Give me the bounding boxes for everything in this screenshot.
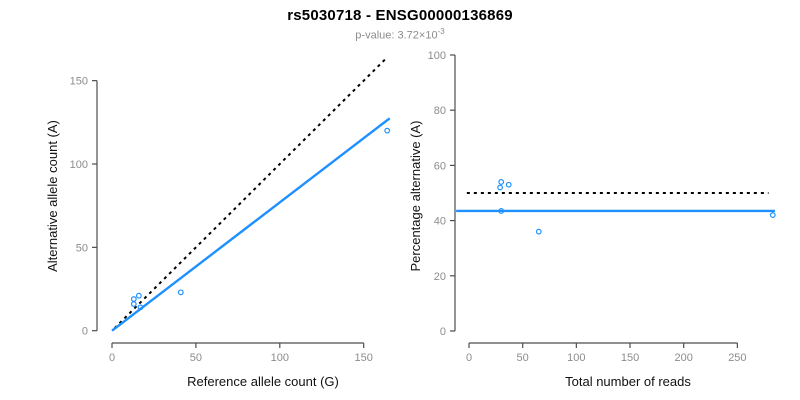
- y-tick-label: 20: [434, 271, 446, 283]
- data-point: [535, 228, 542, 235]
- x-tick-label: 200: [675, 352, 693, 364]
- pvalue-text: p-value: 3.72×10: [355, 29, 438, 42]
- data-point: [505, 181, 512, 188]
- x-tick-label: 0: [466, 352, 472, 364]
- x-tick-label: 150: [621, 352, 639, 364]
- data-point: [137, 304, 144, 311]
- x-tick-label: 250: [728, 352, 746, 364]
- y-axis-title: Alternative allele count (A): [45, 120, 60, 272]
- y-tick-label: 80: [434, 105, 446, 117]
- data-point: [497, 184, 504, 191]
- y-tick-label: 40: [434, 216, 446, 228]
- fit-line: [111, 117, 391, 332]
- data-point: [130, 301, 137, 307]
- data-point: [177, 289, 184, 296]
- pvalue-exponent: -3: [437, 27, 445, 36]
- x-tick-label: 0: [109, 352, 115, 364]
- data-point: [769, 212, 776, 218]
- x-tick-label: 100: [567, 352, 585, 364]
- y-tick-label: 60: [434, 160, 446, 172]
- identity-line: [113, 56, 388, 329]
- data-point: [135, 292, 142, 299]
- x-axis-title: Total number of reads: [565, 374, 691, 389]
- y-tick-label: 0: [440, 326, 446, 338]
- allele-counts-panel: 0 50 100 150 0 50 100 150 Reference allele count…: [45, 56, 391, 389]
- y-tick-label: 100: [428, 50, 446, 62]
- y-tick-label: 50: [76, 242, 88, 254]
- x-tick-label: 50: [517, 352, 529, 364]
- y-axis-title: Percentage alternative (A): [408, 120, 423, 271]
- x-tick-label: 50: [190, 352, 202, 364]
- data-point: [498, 179, 505, 185]
- percentage-alternative-panel: 0 20 40 60 80 100 0 50 100 150 200 250 Total number …: [408, 50, 776, 389]
- data-point: [498, 208, 505, 214]
- pvalue-subtitle: p-value: 3.72×10-3: [0, 27, 800, 42]
- page-title: rs5030718 - ENSG00000136869: [287, 7, 513, 24]
- y-tick-label: 0: [82, 326, 88, 338]
- data-point: [130, 296, 137, 302]
- data-point: [384, 127, 391, 134]
- y-tick-label: 150: [70, 76, 88, 88]
- y-tick-label: 100: [70, 159, 88, 171]
- x-tick-label: 100: [271, 352, 289, 364]
- x-tick-label: 150: [355, 352, 373, 364]
- x-axis-title: Reference allele count (G): [187, 374, 339, 389]
